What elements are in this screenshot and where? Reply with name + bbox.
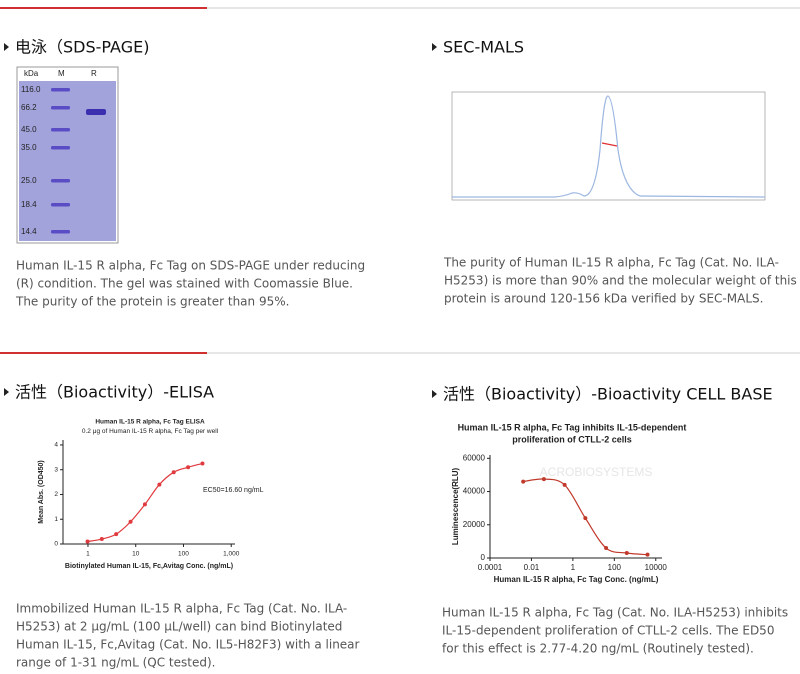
x-tick-label: 100 — [608, 563, 622, 572]
chart-background — [432, 415, 732, 591]
caption-line: The purity of Human IL-15 R alpha, Fc Ta… — [443, 256, 779, 270]
y-tick-label: 0 — [481, 553, 486, 562]
caption-line: (R) condition. The gel was stained with … — [16, 277, 353, 291]
caption-line: Human IL-15, Fc,Avitag (Cat. No. IL5-H82… — [16, 638, 360, 652]
sec-mals-figure — [430, 86, 776, 216]
y-tick-label: 1 — [54, 516, 58, 523]
x-tick-label: 1,000 — [223, 551, 240, 558]
gel-marker: 14.4 — [21, 227, 37, 236]
panel-heading: SEC-MALS — [443, 38, 524, 57]
panel-heading: 活性（Bioactivity）-ELISA — [15, 383, 214, 402]
y-tick-label: 60000 — [463, 453, 486, 462]
chart-title: proliferation of CTLL-2 cells — [512, 434, 632, 444]
x-tick-label: 1 — [86, 551, 90, 558]
y-tick-label: 3 — [54, 466, 58, 473]
gel-marker: 45.0 — [21, 125, 37, 134]
data-point — [562, 482, 567, 487]
caption-line: protein is around 120-156 kDa verified b… — [444, 292, 763, 306]
gel-lane: R — [91, 69, 97, 78]
y-axis-label: Mean Abs. (OD450) — [38, 460, 45, 524]
data-point — [200, 461, 205, 466]
x-axis-label: Biotinylated Human IL-15, Fc,Avitag Conc… — [65, 563, 233, 570]
data-point — [171, 470, 176, 475]
caption-line: H5253) is more than 90% and the molecula… — [444, 274, 797, 288]
marker-band — [51, 88, 70, 92]
data-point — [114, 532, 119, 537]
y-tick-label: 0 — [54, 541, 58, 548]
caption-line: Immobilized Human IL-15 R alpha, Fc Tag … — [16, 602, 347, 616]
data-point — [583, 516, 588, 521]
bullet — [432, 390, 437, 398]
caption-line: H5253) at 2 μg/mL (100 μL/well) can bind… — [16, 620, 342, 634]
chart-title: Human IL-15 R alpha, Fc Tag inhibits IL-… — [458, 422, 687, 432]
caption-line: for this effect is 2.77-4.20 ng/mL (Rout… — [442, 642, 754, 656]
gel-unit: kDa — [24, 69, 39, 78]
x-axis-label: Human IL-15 R alpha, Fc Tag Conc. (ng/mL… — [494, 575, 659, 584]
chart-title: Human IL-15 R alpha, Fc Tag ELISA — [95, 419, 205, 426]
gel-marker: 35.0 — [21, 143, 37, 152]
x-tick-label: 0.0001 — [478, 563, 503, 572]
x-tick-label: 1 — [571, 563, 576, 572]
caption-line: The purity of the protein is greater tha… — [15, 295, 289, 309]
chart-title: 0.2 μg of Human IL-15 R alpha, Fc Tag pe… — [82, 428, 219, 435]
y-tick-label: 2 — [54, 491, 58, 498]
gel-lane: M — [58, 69, 65, 78]
gel-marker: 18.4 — [21, 200, 37, 209]
data-point — [142, 502, 147, 507]
data-point — [645, 552, 650, 557]
gel-image — [16, 66, 119, 244]
y-tick-label: 4 — [54, 442, 58, 449]
bullet — [4, 388, 9, 396]
y-tick-label: 20000 — [463, 520, 486, 529]
x-tick-label: 0.01 — [524, 563, 540, 572]
x-tick-label: 10000 — [645, 563, 668, 572]
data-point — [85, 539, 90, 544]
x-tick-label: 10 — [132, 551, 140, 558]
data-point — [521, 479, 526, 484]
bullet — [432, 43, 437, 51]
x-tick-label: 100 — [178, 551, 189, 558]
marker-band — [51, 106, 70, 110]
marker-band — [51, 128, 70, 132]
panel-heading: 活性（Bioactivity）-Bioactivity CELL BASE — [443, 385, 773, 404]
caption-line: Human IL-15 R alpha, Fc Tag on SDS-PAGE … — [16, 259, 365, 273]
data-point — [541, 477, 546, 482]
annotation: EC50=16.60 ng/mL — [203, 487, 264, 494]
bullet — [4, 43, 9, 51]
caption-line: IL-15-dependent proliferation of CTLL-2 … — [442, 624, 774, 638]
gel-marker: 66.2 — [21, 103, 37, 112]
data-point — [604, 546, 609, 551]
data-point — [99, 537, 104, 542]
panel-heading: 电泳（SDS-PAGE) — [15, 38, 149, 57]
caption-line: Human IL-15 R alpha, Fc Tag (Cat. No. IL… — [442, 606, 788, 620]
marker-band — [51, 230, 70, 234]
marker-band — [51, 146, 70, 150]
y-axis-label: Luminescence(RLU) — [451, 467, 460, 545]
caption-line: range of 1-31 ng/mL (QC tested). — [16, 656, 215, 670]
data-point — [128, 519, 133, 524]
data-point — [157, 482, 162, 487]
y-tick-label: 40000 — [463, 487, 486, 496]
gel-marker: 25.0 — [21, 176, 37, 185]
marker-band — [51, 179, 70, 183]
gel-marker: 116.0 — [21, 85, 41, 94]
data-point — [186, 465, 191, 470]
watermark: ACROBIOSYSTEMS — [540, 465, 653, 479]
data-point — [624, 551, 629, 556]
marker-band — [51, 203, 70, 207]
